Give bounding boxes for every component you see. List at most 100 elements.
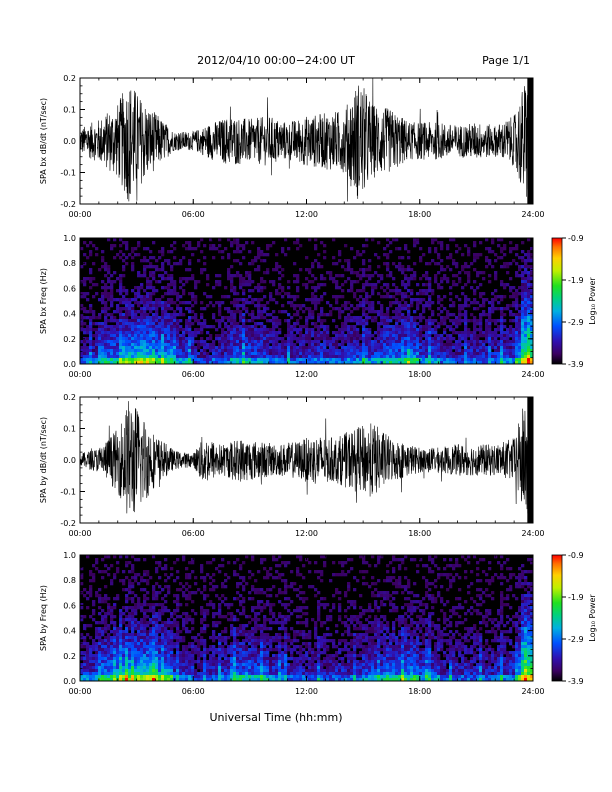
spectrogram-cell <box>119 280 123 284</box>
spectrogram-cell <box>446 256 450 260</box>
spectrogram-cell <box>182 660 186 664</box>
spectrogram-cell <box>365 283 369 287</box>
spectrogram-cell <box>527 310 531 314</box>
spectrogram-cell <box>389 343 393 347</box>
spectrogram-cell <box>404 277 408 281</box>
spectrogram-cell <box>203 346 207 350</box>
spectrogram-cell <box>356 334 360 338</box>
spectrogram-cell <box>167 274 171 278</box>
spectrogram-cell <box>374 352 378 356</box>
spectrogram-cell <box>185 666 189 670</box>
spectrogram-cell <box>191 349 195 353</box>
spectrogram-cell <box>440 337 444 341</box>
spectrogram-cell <box>290 316 294 320</box>
spectrogram-cell <box>269 328 273 332</box>
spectrogram-cell <box>158 624 162 628</box>
spectrogram-cell <box>155 648 159 652</box>
spectrogram-cell <box>311 340 315 344</box>
spectrogram-cell <box>200 627 204 631</box>
spectrogram-cell <box>428 289 432 293</box>
spectrogram-cell <box>350 331 354 335</box>
spectrogram-cell <box>440 319 444 323</box>
spectrogram-cell <box>113 642 117 646</box>
spectrogram-cell <box>515 352 519 356</box>
spectrogram-cell <box>101 343 105 347</box>
spectrogram-cell <box>158 328 162 332</box>
spectrogram-cell <box>101 618 105 622</box>
spectrogram-cell <box>188 597 192 601</box>
spectrogram-cell <box>350 334 354 338</box>
spectrogram-cell <box>419 316 423 320</box>
spectrogram-cell <box>182 328 186 332</box>
spectrogram-cell <box>128 579 132 583</box>
spectrogram-cell <box>257 247 261 251</box>
spectrogram-cell <box>275 319 279 323</box>
spectrogram-cell <box>320 343 324 347</box>
spectrogram-cell <box>212 355 216 359</box>
spectrogram-cell <box>170 678 174 682</box>
spectrogram-cell <box>188 594 192 598</box>
spectrogram-cell <box>221 250 225 254</box>
spectrogram-cell <box>224 352 228 356</box>
spectrogram-cell <box>413 238 417 242</box>
spectrogram-cell <box>125 657 129 661</box>
spectrogram-cell <box>488 325 492 329</box>
spectrogram-cell <box>359 352 363 356</box>
spectrogram-cell <box>335 340 339 344</box>
spectrogram-cell <box>254 325 258 329</box>
spectrogram-cell <box>383 358 387 362</box>
spectrogram-cell <box>311 328 315 332</box>
spectrogram-cell <box>86 651 90 655</box>
spectrogram-cell <box>92 612 96 616</box>
spectrogram-cell <box>308 313 312 317</box>
spectrogram-cell <box>119 669 123 673</box>
spectrogram-cell <box>134 331 138 335</box>
spectrogram-cell <box>101 597 105 601</box>
spectrogram-cell <box>350 289 354 293</box>
spectrogram-cell <box>194 280 198 284</box>
spectrogram-cell <box>404 349 408 353</box>
spectrogram-cell <box>89 594 93 598</box>
spectrogram-cell <box>239 331 243 335</box>
spectrogram-cell <box>362 268 366 272</box>
spectrogram-cell <box>371 340 375 344</box>
spectrogram-cell <box>164 636 168 640</box>
spectrogram-cell <box>167 283 171 287</box>
spectrogram-cell <box>125 678 129 682</box>
spectrogram-cell <box>155 630 159 634</box>
spectrogram-cell <box>494 289 498 293</box>
spectrogram-cell <box>494 253 498 257</box>
spectrogram-cell <box>146 361 150 365</box>
spectrogram-cell <box>236 307 240 311</box>
spectrogram-cell <box>341 343 345 347</box>
spectrogram-cell <box>104 289 108 293</box>
spectrogram-cell <box>167 588 171 592</box>
spectrogram-cell <box>386 355 390 359</box>
spectrogram-cell <box>461 313 465 317</box>
spectrogram-cell <box>119 250 123 254</box>
spectrogram-cell <box>530 292 534 296</box>
spectrogram-cell <box>131 307 135 311</box>
spectrogram-cell <box>494 298 498 302</box>
spectrogram-cell <box>167 609 171 613</box>
spectrogram-cell <box>89 349 93 353</box>
spectrogram-cell <box>203 660 207 664</box>
spectrogram-cell <box>335 355 339 359</box>
spectrogram-cell <box>341 355 345 359</box>
spectrogram-cell <box>146 280 150 284</box>
spectrogram-cell <box>137 244 141 248</box>
spectrogram-cell <box>338 355 342 359</box>
spectrogram-cell <box>218 274 222 278</box>
spectrogram-cell <box>422 346 426 350</box>
spectrogram-cell <box>362 325 366 329</box>
spectrogram-cell <box>188 328 192 332</box>
spectrogram-cell <box>137 292 141 296</box>
spectrogram-cell <box>137 343 141 347</box>
spectrogram-cell <box>101 675 105 679</box>
spectrogram-cell <box>152 663 156 667</box>
spectrogram-cell <box>128 340 132 344</box>
spectrogram-cell <box>191 663 195 667</box>
spectrogram-cell <box>173 349 177 353</box>
spectrogram-cell <box>143 603 147 607</box>
spectrogram-cell <box>347 355 351 359</box>
